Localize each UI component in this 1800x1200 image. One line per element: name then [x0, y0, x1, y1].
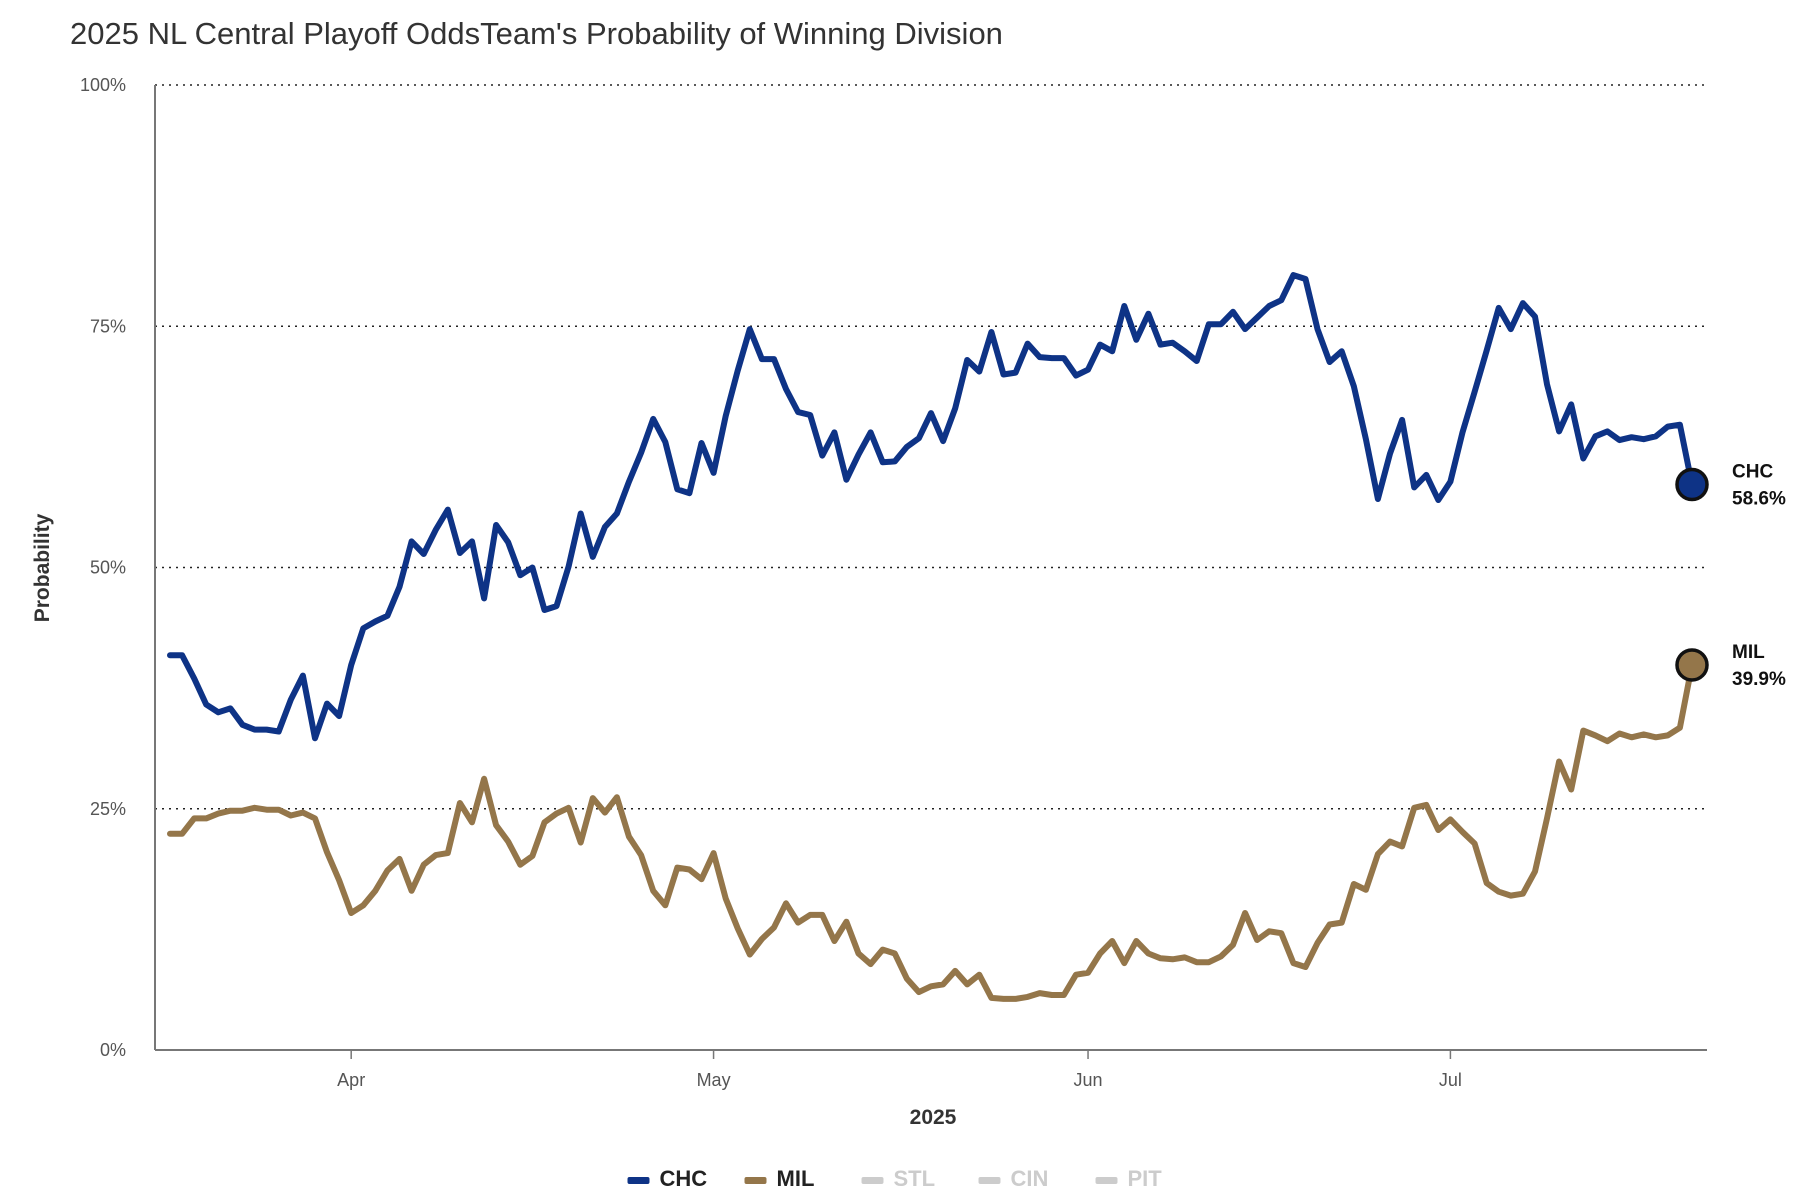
- grid-lines: [155, 84, 1707, 810]
- legend-item-pit[interactable]: PIT: [1095, 1166, 1163, 1191]
- y-tick-label: 100%: [80, 75, 126, 95]
- legend-swatch: [861, 1177, 884, 1184]
- legend-item-cin[interactable]: CIN: [978, 1166, 1049, 1191]
- legend-item-stl[interactable]: STL: [861, 1166, 936, 1191]
- x-tick-labels: Apr May Jun Jul: [337, 1050, 1462, 1090]
- series-line-mil[interactable]: [167, 662, 1695, 1002]
- endpoint-value-mil: 39.9%: [1732, 669, 1786, 690]
- x-tick-label: Apr: [337, 1070, 365, 1090]
- legend-item-mil[interactable]: MIL: [744, 1166, 815, 1191]
- legend-swatch: [744, 1177, 767, 1184]
- x-axis-title: 2025: [910, 1106, 957, 1129]
- endpoint-label-chc: CHC: [1732, 462, 1773, 483]
- legend-swatch: [627, 1177, 650, 1184]
- legend-label: MIL: [777, 1166, 815, 1191]
- y-tick-labels: 0% 25% 50% 75% 100%: [80, 75, 126, 1060]
- endpoint-marker-mil[interactable]: [1675, 648, 1709, 682]
- series-line-chc[interactable]: [167, 272, 1695, 742]
- chart-title: 2025 NL Central Playoff OddsTeam's Proba…: [70, 16, 1003, 51]
- legend-label: PIT: [1128, 1166, 1163, 1191]
- series-endpoints: CHC 58.6% MIL 39.9%: [1675, 462, 1786, 690]
- legend: CHC MIL STL CIN PIT: [627, 1166, 1163, 1191]
- x-tick-label: Jun: [1074, 1070, 1103, 1090]
- legend-label: STL: [894, 1166, 936, 1191]
- legend-label: CIN: [1011, 1166, 1049, 1191]
- y-tick-label: 25%: [90, 799, 126, 819]
- x-tick-label: May: [697, 1070, 731, 1090]
- y-tick-label: 0%: [100, 1040, 126, 1060]
- legend-label: CHC: [660, 1166, 708, 1191]
- series-lines: [167, 272, 1695, 1002]
- endpoint-marker-chc[interactable]: [1675, 467, 1709, 502]
- axes: [154, 85, 1707, 1051]
- endpoint-value-chc: 58.6%: [1732, 489, 1786, 510]
- y-tick-label: 75%: [90, 316, 126, 336]
- endpoint-label-mil: MIL: [1732, 642, 1765, 663]
- y-tick-label: 50%: [90, 558, 126, 578]
- x-tick-label: Jul: [1439, 1070, 1462, 1090]
- y-axis-title: Probability: [31, 513, 54, 622]
- legend-item-chc[interactable]: CHC: [627, 1166, 708, 1191]
- legend-swatch: [1095, 1177, 1118, 1184]
- legend-swatch: [978, 1177, 1001, 1184]
